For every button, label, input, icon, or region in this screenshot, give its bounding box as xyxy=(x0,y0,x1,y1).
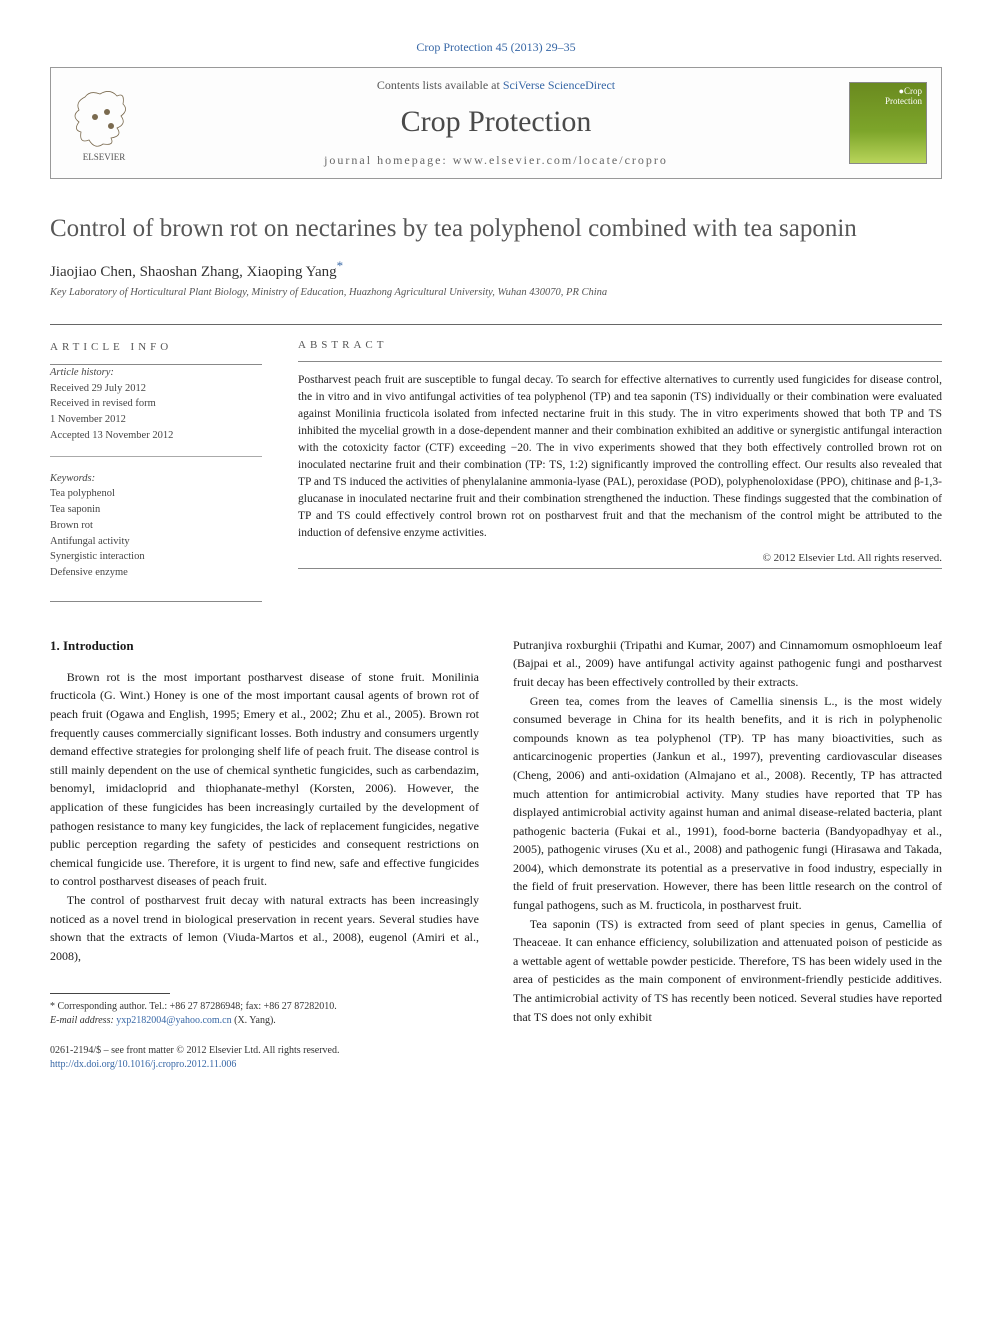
article-title: Control of brown rot on nectarines by te… xyxy=(50,213,942,244)
body-paragraph: Brown rot is the most important postharv… xyxy=(50,668,479,891)
affiliation: Key Laboratory of Horticultural Plant Bi… xyxy=(50,287,942,298)
contents-line: Contents lists available at SciVerse Sci… xyxy=(143,78,849,93)
author-list: Jiaojiao Chen, Shaoshan Zhang, Xiaoping … xyxy=(50,258,942,281)
divider xyxy=(50,324,942,325)
abstract-text: Postharvest peach fruit are susceptible … xyxy=(298,372,942,542)
article-history: Article history: Received 29 July 2012 R… xyxy=(50,365,262,457)
elsevier-logo: ELSEVIER xyxy=(65,82,143,164)
divider xyxy=(298,568,942,569)
abstract-copyright: © 2012 Elsevier Ltd. All rights reserved… xyxy=(298,552,942,564)
keywords-block: Keywords: Tea polyphenol Tea saponin Bro… xyxy=(50,471,262,581)
corresponding-mark: * xyxy=(337,258,344,273)
journal-cover-thumb: ●CropProtection xyxy=(849,82,927,164)
body-column-left: 1. Introduction Brown rot is the most im… xyxy=(50,636,479,1073)
body-paragraph: Putranjiva roxburghii (Tripathi and Kuma… xyxy=(513,636,942,692)
doi-link[interactable]: http://dx.doi.org/10.1016/j.cropro.2012.… xyxy=(50,1059,236,1070)
section-heading-intro: 1. Introduction xyxy=(50,636,479,656)
homepage-url[interactable]: www.elsevier.com/locate/cropro xyxy=(453,153,668,167)
homepage-line: journal homepage: www.elsevier.com/locat… xyxy=(143,153,849,168)
email-link[interactable]: yxp2182004@yahoo.com.cn xyxy=(116,1015,231,1026)
corresponding-footnote: * Corresponding author. Tel.: +86 27 872… xyxy=(50,1000,479,1028)
footnote-divider xyxy=(50,993,170,994)
body-paragraph: The control of postharvest fruit decay w… xyxy=(50,891,479,965)
body-column-right: Putranjiva roxburghii (Tripathi and Kuma… xyxy=(513,636,942,1073)
sciencedirect-link[interactable]: SciVerse ScienceDirect xyxy=(503,78,615,92)
journal-name: Crop Protection xyxy=(143,105,849,139)
body-paragraph: Tea saponin (TS) is extracted from seed … xyxy=(513,915,942,1027)
journal-header: ELSEVIER Contents lists available at Sci… xyxy=(50,67,942,179)
journal-citation[interactable]: Crop Protection 45 (2013) 29–35 xyxy=(50,40,942,55)
article-info-head: ARTICLE INFO xyxy=(50,339,262,356)
article-footer: 0261-2194/$ – see front matter © 2012 El… xyxy=(50,1044,479,1072)
body-paragraph: Green tea, comes from the leaves of Came… xyxy=(513,692,942,915)
abstract-head: ABSTRACT xyxy=(298,339,942,351)
svg-text:ELSEVIER: ELSEVIER xyxy=(83,152,126,162)
divider xyxy=(50,601,262,602)
